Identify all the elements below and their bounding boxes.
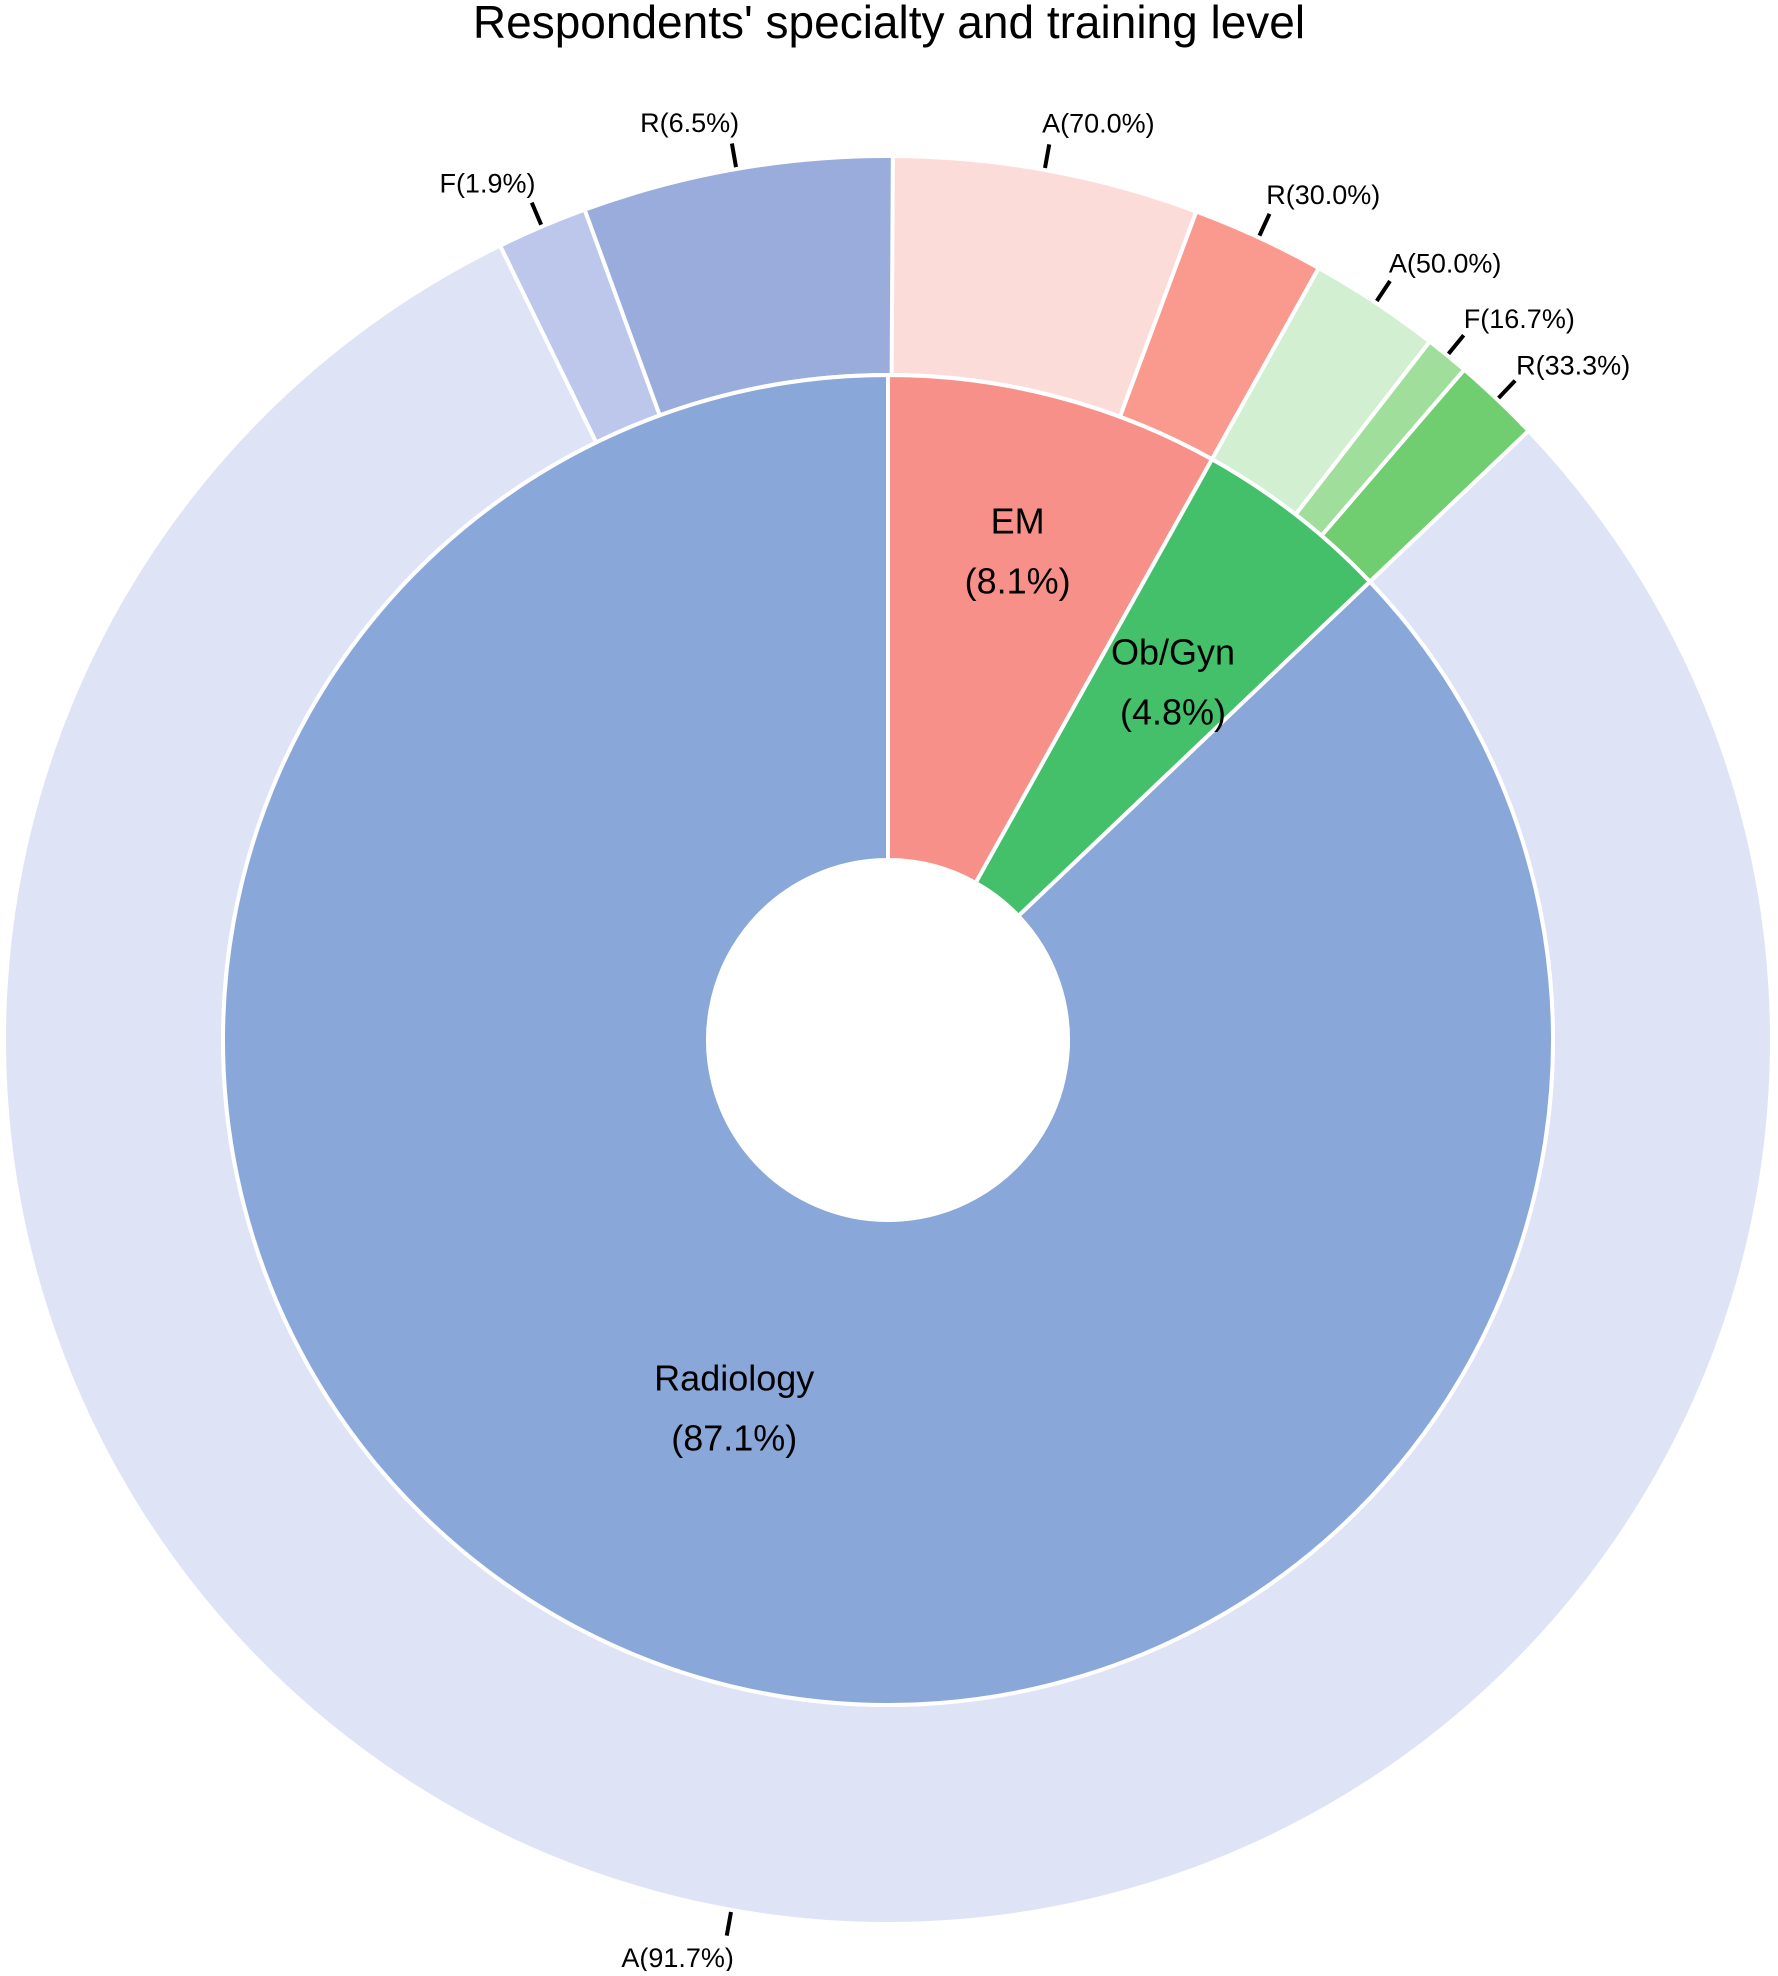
outer-tick-radiology-a (724, 1911, 733, 1936)
outer-tick-ob-gyn-f (1446, 333, 1466, 356)
inner-slice-em (886, 372, 1215, 886)
outer-tick-radiology-r (729, 143, 738, 168)
outer-tick-ob-gyn-r (1497, 379, 1517, 400)
outer-ring (1, 153, 1774, 1926)
inner-pct-radiology: (87.1%) (671, 1417, 797, 1458)
outer-tick-em-a (1043, 144, 1052, 169)
outer-label-ob-gyn-f: F(16.7%) (1464, 304, 1575, 334)
inner-label-ob-gyn: Ob/Gyn (1111, 632, 1235, 673)
outer-labels: A(70.0%) R(30.0%) A(50.0%) F(16.7%) R(33.3%)… (439, 108, 1630, 1973)
inner-label-em: EM (991, 501, 1045, 542)
outer-tick-ob-gyn-a (1375, 279, 1392, 303)
inner-labels: Radiology (87.1%) EM (8.1%) Ob/Gyn (4.8%) (654, 501, 1235, 1459)
inner-slice-radiology (221, 372, 1555, 1707)
inner-slice-ob-gyn (972, 456, 1373, 919)
inner-ring (221, 372, 1555, 1707)
outer-label-radiology-r: R(6.5%) (640, 108, 739, 138)
outer-label-em-r: R(30.0%) (1266, 180, 1380, 210)
inner-label-radiology: Radiology (654, 1357, 814, 1398)
outer-label-ob-gyn-a: A(50.0%) (1389, 249, 1502, 279)
outer-label-radiology-f: F(1.9%) (439, 168, 535, 198)
outer-label-em-a: A(70.0%) (1042, 109, 1155, 139)
outer-tick-radiology-f (529, 201, 543, 226)
outer-label-radiology-a: A(91.7%) (621, 1943, 734, 1971)
outer-tick-em-r (1257, 212, 1272, 237)
outer-label-ob-gyn-r: R(33.3%) (1516, 351, 1630, 381)
chart-title: Respondents' specialty and training leve… (473, 0, 1305, 48)
inner-pct-em: (8.1%) (965, 561, 1071, 602)
inner-pct-ob-gyn: (4.8%) (1120, 692, 1226, 733)
